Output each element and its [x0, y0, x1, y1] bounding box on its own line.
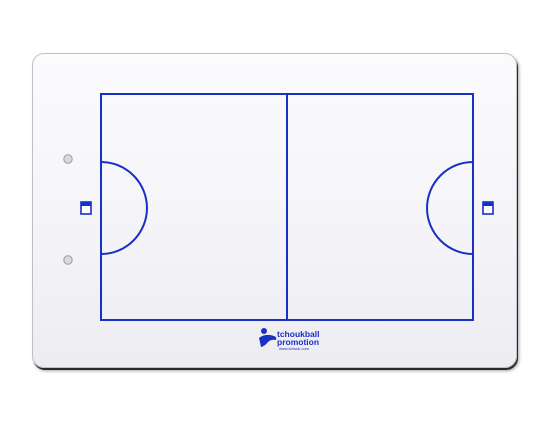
tactic-board	[32, 53, 517, 368]
binder-hole-top	[63, 154, 73, 164]
left-forbidden-zone	[100, 161, 148, 255]
tchoukball-promotion-logo: tchoukball promotion www.tchouk.com	[257, 327, 337, 353]
player-figure-icon	[259, 328, 277, 347]
right-forbidden-zone	[426, 161, 474, 255]
square-frame-icon	[80, 201, 92, 215]
square-frame-icon	[482, 201, 494, 215]
binder-hole-bottom	[63, 255, 73, 265]
logo-text-tchoukball: tchoukball	[277, 329, 320, 339]
logo-text-url: www.tchouk.com	[279, 346, 310, 351]
logo-text-promotion: promotion	[277, 337, 320, 347]
